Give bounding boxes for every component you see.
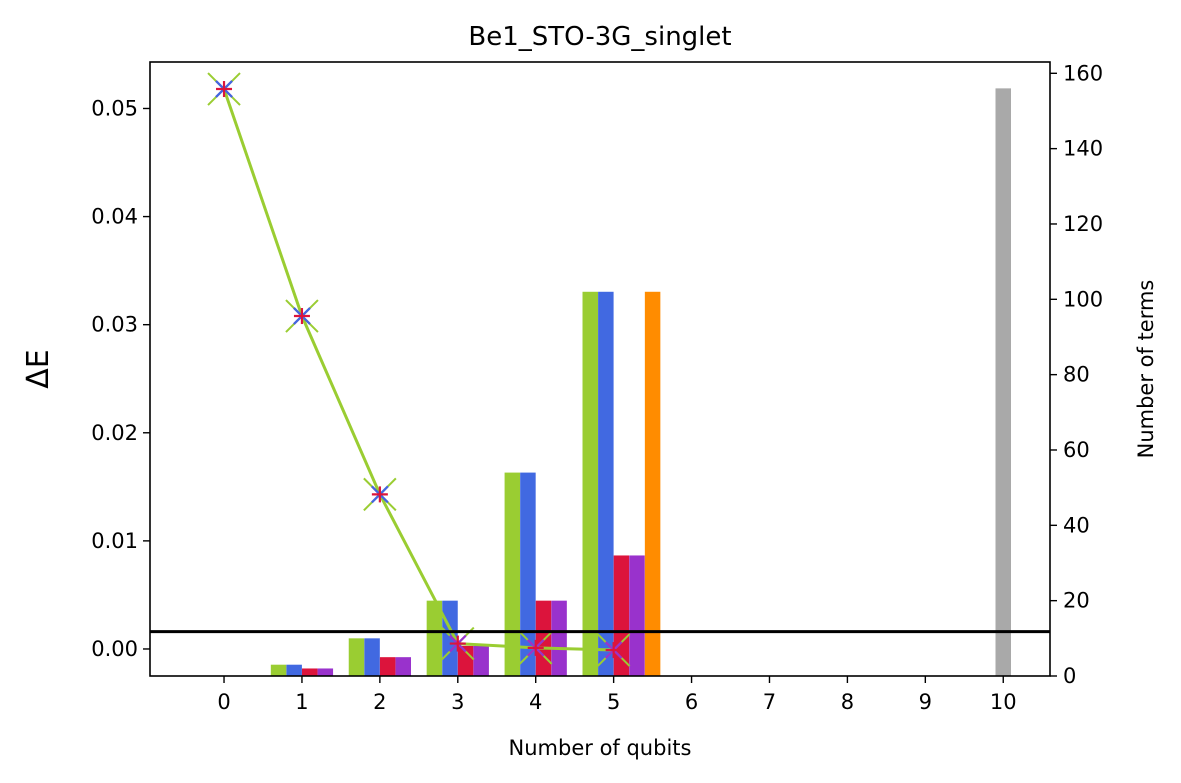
x-tick-label: 7	[763, 690, 776, 714]
right-tick-label: 140	[1063, 137, 1103, 161]
x-tick-label: 5	[607, 690, 620, 714]
left-tick-label: 0.04	[91, 205, 138, 229]
bar-red-4	[535, 600, 552, 676]
left-tick-label: 0.00	[91, 637, 138, 661]
bar-green-2	[348, 638, 365, 676]
left-tick-label: 0.02	[91, 421, 138, 445]
right-tick-label: 60	[1063, 438, 1090, 462]
right-tick-label: 160	[1063, 61, 1103, 85]
right-tick-label: 80	[1063, 363, 1090, 387]
bar-orange-5	[644, 291, 661, 676]
bar-blue-5	[598, 291, 614, 676]
left-tick-label: 0.05	[91, 96, 138, 120]
bar-purple-5	[629, 555, 645, 676]
marker-red-0	[216, 81, 233, 98]
bar-gray-10	[995, 88, 1011, 677]
bar-red-1	[301, 668, 318, 676]
x-tick-label: 8	[841, 690, 854, 714]
left-axis-ticks: 0.00 0.01 0.02 0.03 0.04 0.05	[91, 96, 150, 661]
right-tick-label: 100	[1063, 287, 1103, 311]
bar-green-1	[270, 664, 287, 676]
right-tick-label: 0	[1063, 664, 1076, 688]
marker-red-3	[449, 635, 466, 652]
x-tick-label: 3	[451, 690, 464, 714]
x-axis-ticks: 0 1 2 3 4 5 6 7 8 9 10	[217, 676, 1017, 714]
left-tick-label: 0.03	[91, 313, 138, 337]
bar-red-3	[457, 645, 474, 676]
bar-blue-2	[364, 638, 380, 676]
energy-markers	[215, 80, 623, 659]
bar-blue-1	[286, 664, 302, 676]
bar-purple-4	[551, 600, 567, 676]
right-tick-label: 120	[1063, 212, 1103, 236]
left-axis-label: ΔE	[21, 349, 56, 388]
x-tick-label: 4	[529, 690, 542, 714]
x-tick-label: 6	[685, 690, 698, 714]
bar-blue-4	[520, 472, 536, 676]
x-tick-label: 9	[919, 690, 932, 714]
bar-green-3	[426, 600, 443, 676]
bar-red-2	[379, 657, 396, 676]
x-axis-label: Number of qubits	[509, 736, 692, 760]
right-tick-label: 20	[1063, 589, 1090, 613]
right-axis-ticks: 0 20 40 60 80 100 120 140 160	[1050, 61, 1103, 688]
marker-red-5	[605, 642, 622, 659]
marker-red-4	[527, 639, 544, 656]
x-tick-label: 10	[990, 690, 1017, 714]
marker-red-1	[293, 308, 310, 325]
right-axis-label: Number of terms	[1134, 280, 1158, 459]
bar-purple-3	[473, 645, 489, 676]
marker-red-2	[371, 486, 388, 503]
x-tick-label: 0	[217, 690, 230, 714]
x-tick-label: 2	[373, 690, 386, 714]
bar-purple-1	[317, 668, 334, 676]
right-tick-label: 40	[1063, 513, 1090, 537]
left-tick-label: 0.01	[91, 529, 138, 553]
x-tick-label: 1	[295, 690, 308, 714]
bar-green-5	[582, 291, 599, 676]
energy-line	[222, 88, 614, 652]
chart-title: Be1_STO-3G_singlet	[468, 22, 731, 52]
plot-frame	[149, 61, 1051, 677]
bar-green-4	[504, 472, 521, 676]
bar-purple-2	[395, 657, 411, 676]
